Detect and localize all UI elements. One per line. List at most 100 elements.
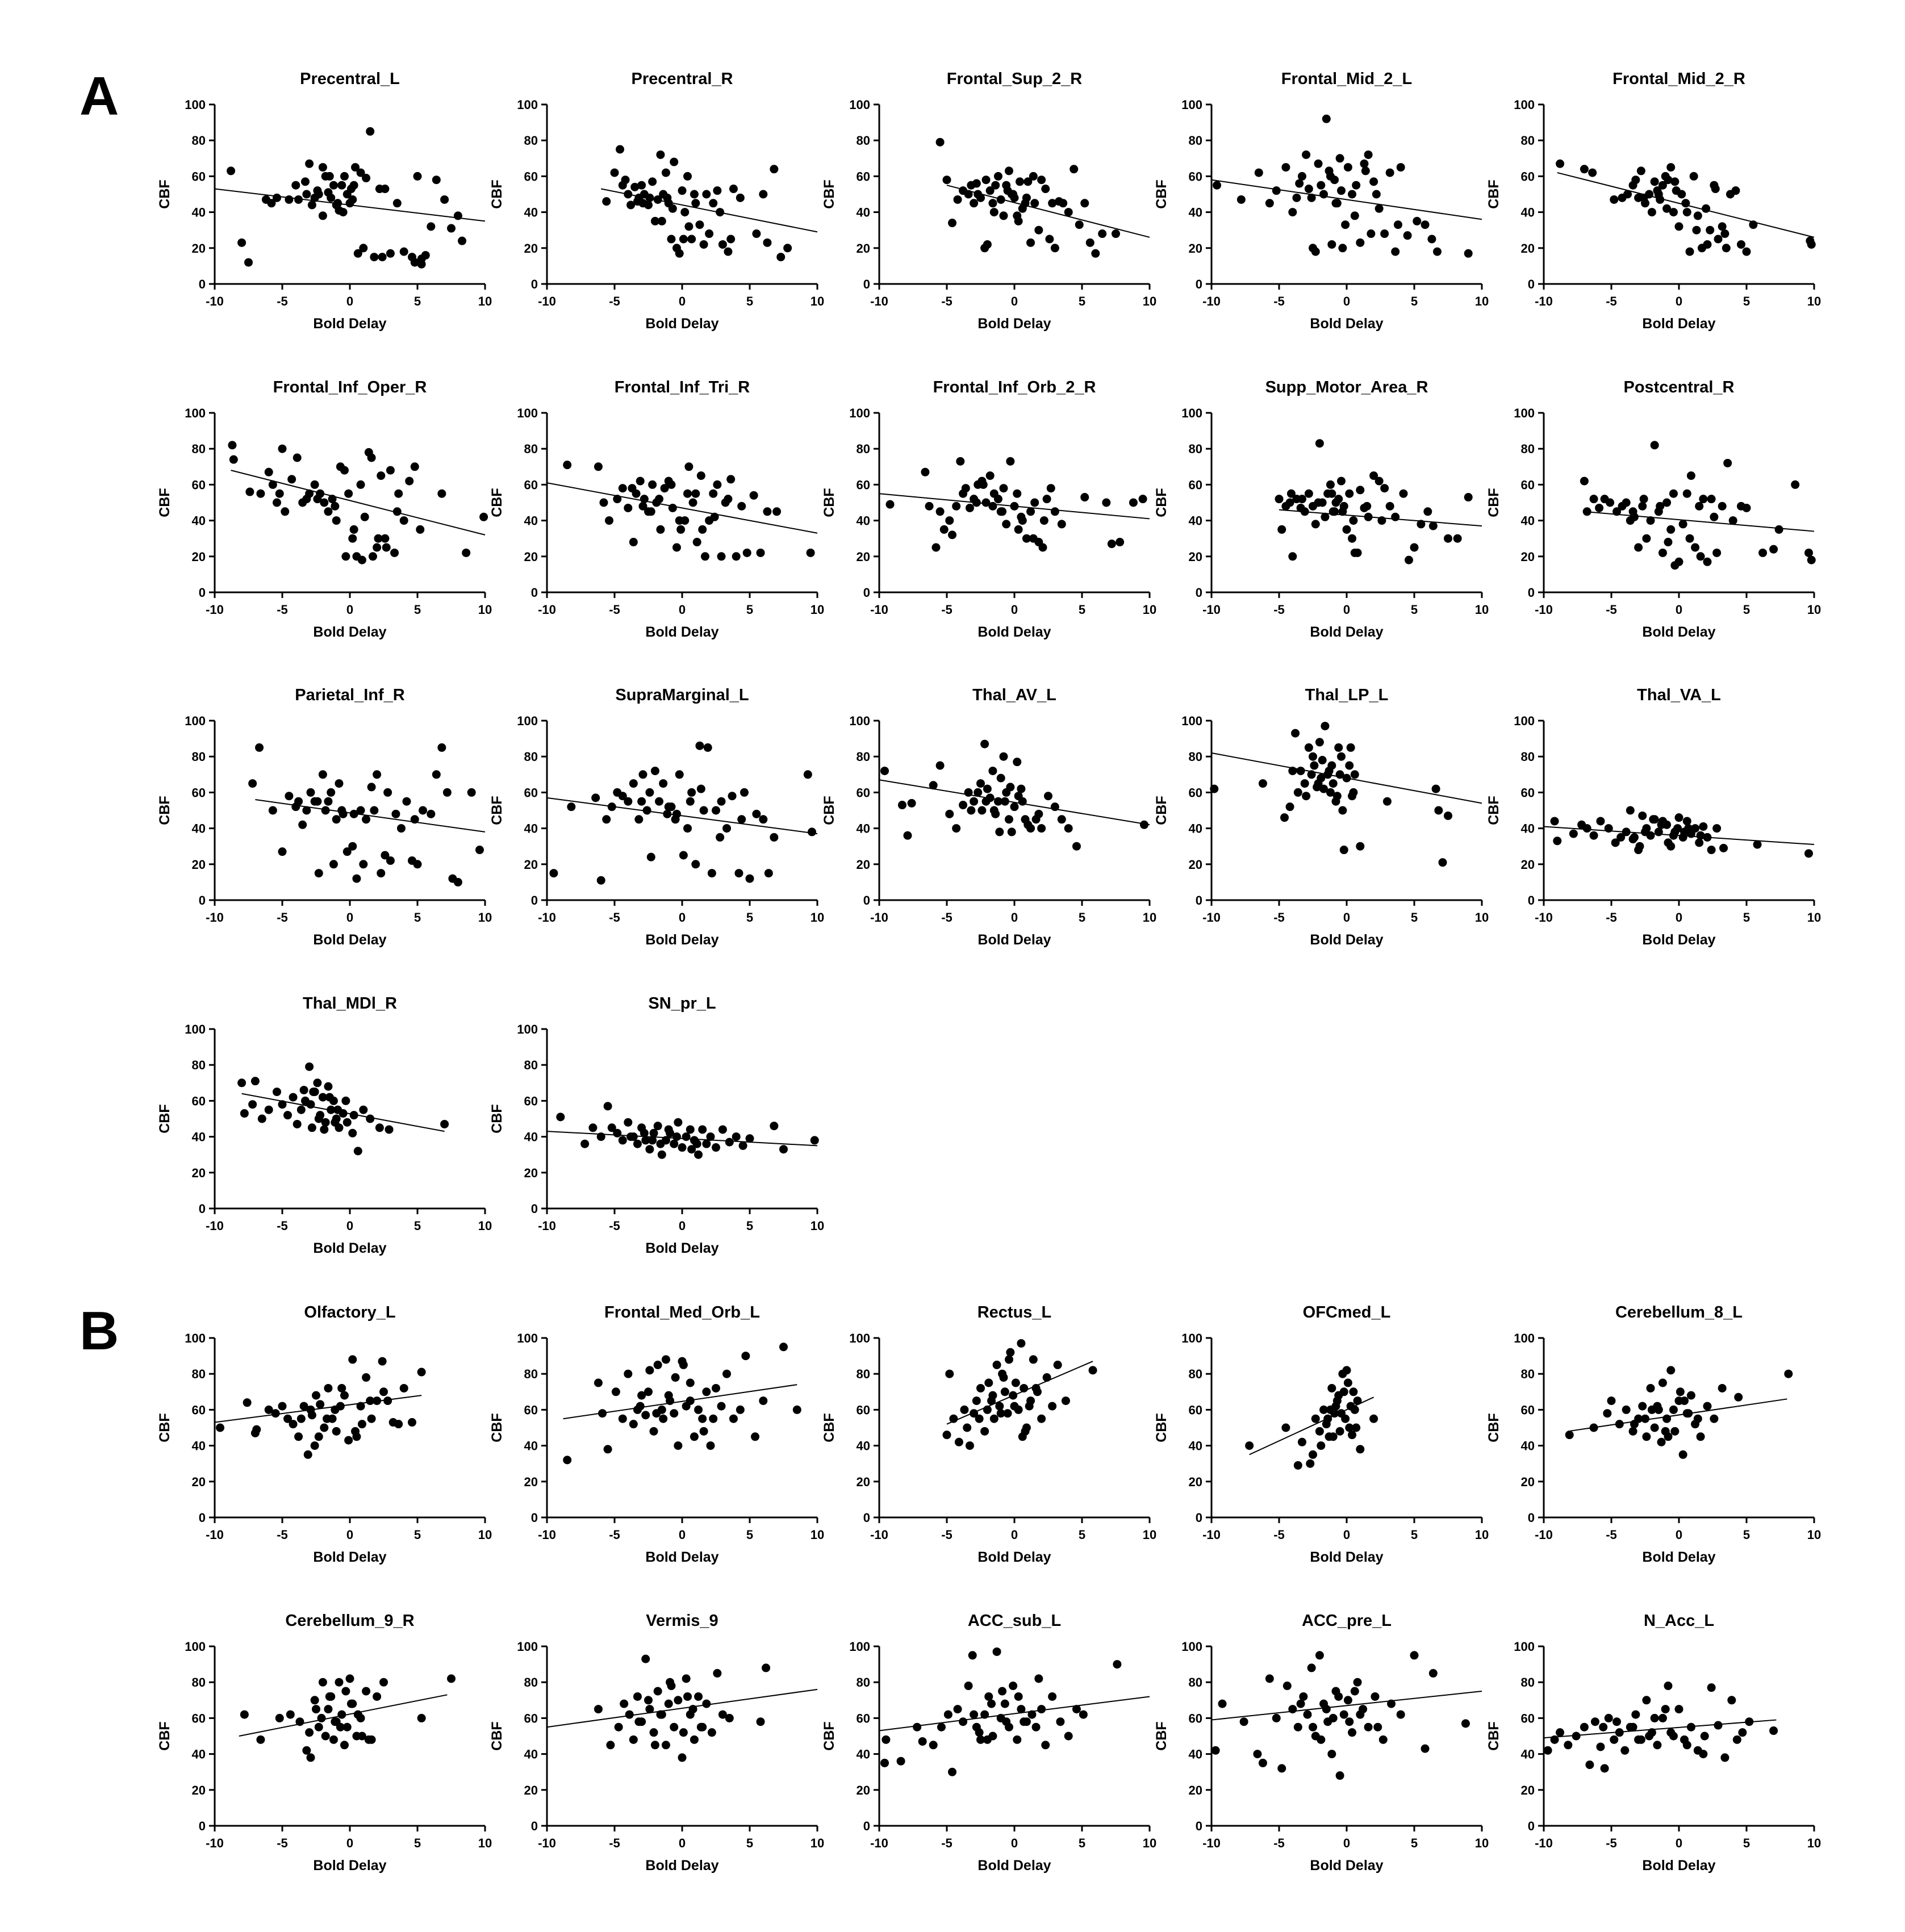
data-point: [1258, 1758, 1267, 1767]
y-tick-label: 80: [1521, 442, 1535, 456]
data-point: [1353, 1678, 1362, 1687]
data-point: [1288, 1705, 1297, 1714]
data-point: [299, 1402, 308, 1411]
data-point: [1371, 1692, 1380, 1701]
data-point: [302, 806, 311, 815]
data-point: [626, 200, 636, 210]
data-point: [289, 1420, 298, 1429]
data-point: [945, 809, 954, 818]
data-point: [1323, 1414, 1332, 1423]
data-point: [637, 1391, 646, 1400]
x-tick-label: 0: [346, 603, 353, 617]
x-tick-label: 0: [346, 1219, 353, 1233]
data-point: [984, 1692, 993, 1701]
data-point: [726, 475, 736, 484]
data-point: [447, 224, 456, 233]
data-point: [324, 1705, 333, 1714]
x-tick-label: 10: [1807, 294, 1821, 308]
data-point: [1356, 1710, 1365, 1719]
x-tick-label: 10: [1143, 1528, 1156, 1542]
y-tick-label: 100: [1181, 1331, 1202, 1345]
data-point: [1210, 784, 1219, 793]
data-point: [604, 516, 613, 525]
y-tick-label: 40: [192, 1130, 206, 1144]
data-point: [913, 1722, 922, 1732]
y-tick-label: 80: [1189, 133, 1202, 148]
x-tick-label: 5: [746, 294, 753, 308]
data-point: [880, 1758, 889, 1767]
data-point: [1013, 758, 1022, 767]
data-point: [227, 166, 236, 175]
data-point: [613, 1128, 622, 1138]
y-tick-label: 20: [857, 858, 870, 872]
y-tick-label: 0: [199, 1819, 206, 1833]
data-point: [698, 1414, 707, 1423]
data-point: [679, 235, 688, 244]
data-point: [1434, 806, 1443, 815]
data-point: [989, 806, 999, 815]
data-point: [1037, 1705, 1046, 1714]
y-tick-label: 100: [1514, 1640, 1535, 1654]
data-point: [382, 543, 391, 552]
data-point: [377, 869, 386, 878]
data-point: [741, 1352, 750, 1361]
data-point: [1004, 815, 1013, 824]
data-point: [614, 1722, 623, 1732]
data-point: [707, 869, 716, 878]
data-point: [1700, 1732, 1709, 1741]
x-tick-label: 5: [746, 603, 753, 617]
data-point: [745, 874, 754, 883]
data-point: [1330, 507, 1339, 516]
data-point: [1356, 486, 1365, 495]
data-point: [390, 548, 399, 557]
x-tick-label: 5: [414, 1528, 421, 1542]
data-point: [278, 444, 287, 453]
data-point: [1678, 1450, 1687, 1459]
data-point: [367, 453, 376, 462]
data-point: [437, 489, 446, 498]
data-point: [1338, 244, 1347, 253]
data-point: [648, 177, 657, 186]
data-point: [349, 1111, 358, 1120]
data-point: [1807, 555, 1816, 564]
data-point: [1307, 193, 1316, 202]
x-tick-label: -10: [538, 910, 556, 925]
data-point: [294, 1432, 303, 1441]
x-axis-label: Bold Delay: [1310, 1549, 1383, 1565]
data-point: [759, 1396, 768, 1406]
chart-title: Frontal_Inf_Oper_R: [273, 378, 427, 396]
data-point: [1569, 829, 1578, 838]
y-tick-label: 100: [1514, 98, 1535, 112]
x-axis-label: Bold Delay: [977, 1549, 1051, 1565]
data-point: [362, 1687, 371, 1696]
y-tick-label: 20: [857, 1475, 870, 1489]
x-tick-label: 0: [1676, 910, 1682, 925]
data-point: [629, 1735, 638, 1744]
data-point: [702, 1139, 711, 1148]
data-point: [1010, 1402, 1019, 1411]
data-point: [1723, 458, 1732, 467]
data-point: [413, 860, 422, 869]
data-point: [1064, 1732, 1073, 1741]
data-point: [1000, 1699, 1009, 1708]
x-tick-label: -5: [1606, 910, 1617, 925]
data-point: [976, 779, 985, 788]
data-point: [738, 1141, 747, 1150]
data-point: [1317, 181, 1326, 190]
data-point: [1693, 1414, 1702, 1423]
data-point: [1010, 802, 1019, 812]
data-point: [1007, 827, 1016, 837]
x-tick-label: 10: [811, 1528, 824, 1542]
y-tick-label: 0: [531, 1511, 538, 1525]
data-point: [1703, 1402, 1712, 1411]
data-point: [690, 1432, 699, 1441]
data-point: [683, 824, 692, 833]
data-point: [1322, 1705, 1331, 1714]
data-point: [599, 498, 608, 507]
trend-line: [255, 799, 486, 833]
data-point: [618, 1136, 627, 1145]
y-tick-label: 0: [531, 277, 538, 291]
data-point: [1293, 788, 1302, 797]
data-point: [1349, 788, 1358, 797]
y-tick-label: 60: [524, 1711, 538, 1725]
